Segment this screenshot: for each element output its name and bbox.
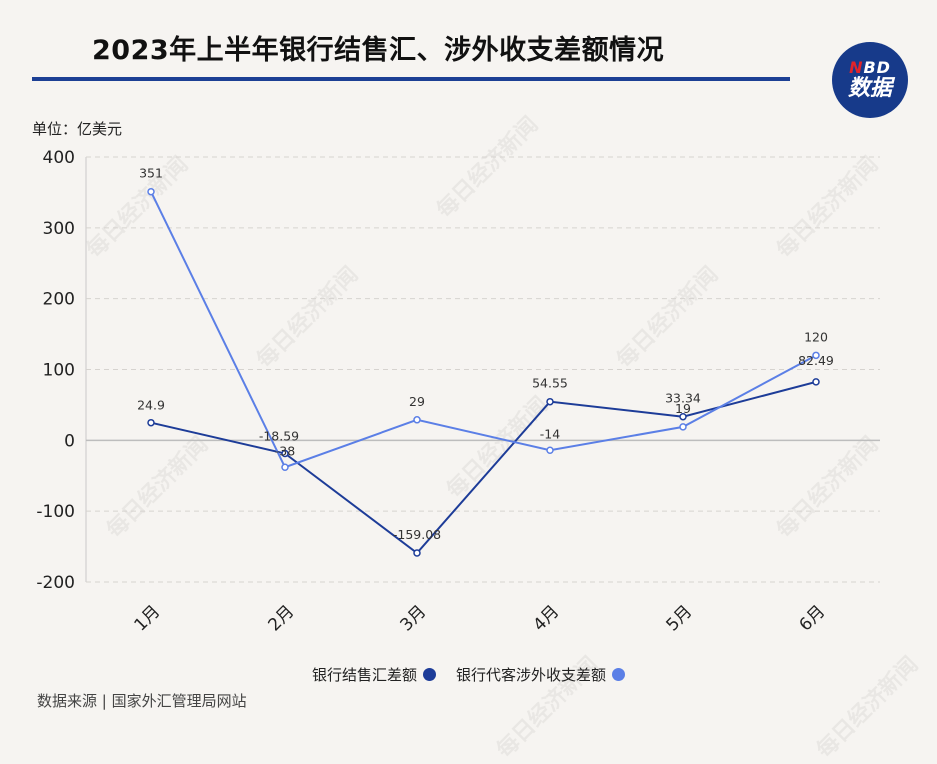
line-chart: 400 300 200 100 0 -100 -200 1月 2月 3月 4月 5月 6月 24.9 -18… bbox=[36, 148, 880, 636]
legend-swatch-series2 bbox=[612, 668, 626, 681]
x-tick-label: 1月 bbox=[131, 602, 165, 636]
logo-letter-n: N bbox=[849, 58, 864, 78]
nbd-logo: NBD 数据 bbox=[832, 42, 908, 118]
data-label-s1: -159.08 bbox=[393, 527, 441, 542]
logo-text-data: 数据 bbox=[847, 75, 892, 101]
legend-item-series2: 银行代客涉外收支差额 bbox=[456, 664, 626, 685]
y-tick-label: 200 bbox=[43, 290, 75, 310]
data-source: 数据来源 | 国家外汇管理局网站 bbox=[37, 692, 247, 710]
legend-item-series1: 银行结售汇差额 bbox=[312, 664, 436, 685]
legend: 银行结售汇差额 银行代客涉外收支差额 bbox=[0, 664, 937, 685]
data-label-s1: 33.34 bbox=[665, 391, 701, 406]
data-label-s1: 82.49 bbox=[798, 353, 834, 368]
data-label-s2: -38 bbox=[275, 443, 295, 458]
y-tick-label: 100 bbox=[43, 361, 75, 381]
unit-label: 单位：亿美元 bbox=[32, 120, 123, 138]
data-point-s1 bbox=[413, 549, 421, 557]
data-label-s2: 120 bbox=[804, 329, 828, 344]
x-tick-label: 4月 bbox=[530, 602, 564, 636]
x-tick-label: 5月 bbox=[663, 602, 697, 636]
title-underline bbox=[32, 77, 790, 81]
data-label-s2: 19 bbox=[675, 401, 691, 416]
series-line-2 bbox=[150, 191, 817, 469]
x-tick-label: 3月 bbox=[397, 602, 431, 636]
y-tick-label: -100 bbox=[36, 502, 75, 522]
data-point-s1 bbox=[546, 397, 554, 406]
data-point-s2 bbox=[281, 463, 289, 471]
legend-label-series1: 银行结售汇差额 bbox=[311, 666, 417, 684]
y-tick-label: 300 bbox=[43, 219, 75, 239]
data-point-s1 bbox=[812, 378, 820, 386]
data-point-s1 bbox=[679, 412, 687, 421]
y-tick-label: 400 bbox=[43, 148, 75, 168]
chart-title: 2023年上半年银行结售汇、涉外收支差额情况 bbox=[92, 35, 665, 66]
data-point-s2 bbox=[546, 446, 554, 454]
data-point-s2 bbox=[679, 423, 687, 431]
data-point-s2 bbox=[413, 416, 421, 424]
data-point-s2 bbox=[147, 187, 155, 196]
x-tick-label: 2月 bbox=[265, 602, 299, 636]
logo-letters-bd: BD bbox=[863, 58, 891, 78]
data-label-s1: -18.59 bbox=[259, 429, 299, 444]
data-point-s1 bbox=[147, 418, 155, 427]
data-label-s2: 29 bbox=[409, 394, 425, 409]
y-tick-label: -200 bbox=[36, 573, 75, 593]
data-label-s1: 54.55 bbox=[532, 376, 568, 391]
data-point-s2 bbox=[812, 351, 820, 360]
data-point-s1 bbox=[281, 449, 289, 458]
series-line-1 bbox=[150, 380, 817, 555]
data-label-s1: 24.9 bbox=[137, 398, 165, 413]
legend-swatch-series1 bbox=[423, 668, 436, 681]
legend-label-series2: 银行代客涉外收支差额 bbox=[456, 666, 607, 684]
data-label-s2: -14 bbox=[540, 426, 560, 441]
y-tick-label: 0 bbox=[64, 431, 75, 451]
data-label-s2: 351 bbox=[139, 166, 163, 181]
x-tick-label: 6月 bbox=[796, 602, 830, 636]
